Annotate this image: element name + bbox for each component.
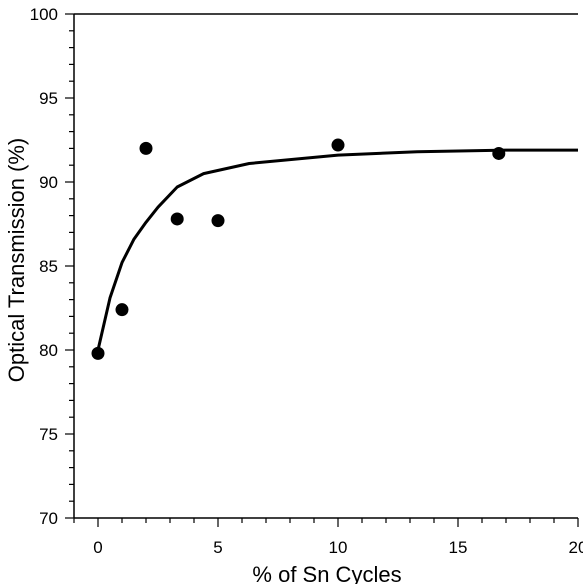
y-tick-label: 95 (39, 89, 58, 108)
y-axis-title: Optical Transmission (%) (4, 138, 29, 383)
data-point (492, 146, 506, 160)
tick-labels: 0 5 10 15 20 70 75 80 85 90 95 100 (30, 5, 583, 557)
data-point (115, 303, 129, 317)
data-point (139, 141, 153, 155)
data-point (331, 138, 345, 152)
axes (73, 13, 578, 519)
data-points (91, 138, 506, 360)
y-tick-label: 70 (39, 509, 58, 528)
x-tick-label: 10 (329, 538, 348, 557)
y-tick-label: 90 (39, 173, 58, 192)
y-tick-label: 100 (30, 5, 58, 24)
x-tick-label: 0 (93, 538, 102, 557)
x-tick-label: 15 (449, 538, 468, 557)
x-axis-title: % of Sn Cycles (252, 562, 401, 584)
data-point (211, 214, 225, 228)
x-tick-label: 20 (569, 538, 583, 557)
y-tick-label: 80 (39, 341, 58, 360)
y-tick-label: 75 (39, 425, 58, 444)
data-point (91, 346, 105, 360)
x-tick-label: 5 (213, 538, 222, 557)
fit-line (96, 148, 578, 351)
y-tick-label: 85 (39, 257, 58, 276)
fit-curve (96, 148, 578, 351)
data-point (170, 212, 184, 226)
ticks (65, 13, 579, 527)
